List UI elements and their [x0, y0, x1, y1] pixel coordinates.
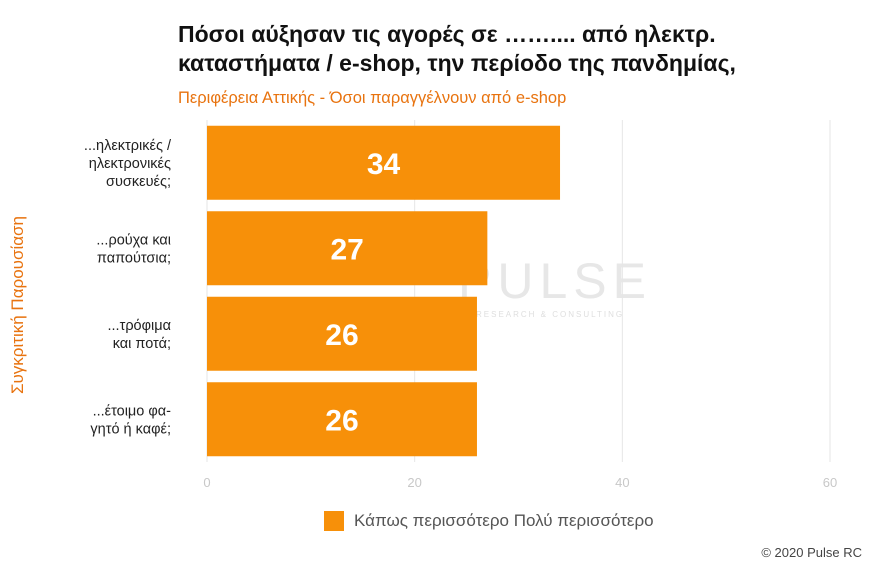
bar [207, 125, 561, 200]
chart-subtitle: Περιφέρεια Αττικής - Όσοι παραγγέλνουν α… [178, 89, 567, 107]
chart-title-line-2: καταστήματα / e-shop, την περίοδο της πα… [178, 50, 736, 76]
category-label-line: ηλεκτρονικές [89, 156, 171, 172]
bar-value-label: 26 [325, 319, 358, 352]
legend-label: Κάπως περισσότερο Πολύ περισσότερο [354, 511, 654, 530]
legend: Κάπως περισσότερο Πολύ περισσότερο [324, 511, 654, 531]
category-label-line: ...ρούχα και [96, 232, 171, 248]
bar-value-label: 27 [330, 233, 363, 266]
chart-title: Πόσοι αύξησαν τις αγορές σε …….... από η… [178, 20, 858, 78]
x-tick-label: 0 [203, 475, 210, 490]
x-tick-label: 60 [823, 475, 837, 490]
category-label-line: παπούτσια; [97, 250, 171, 266]
category-label: ...έτοιμο φα-γητό ή καφέ; [90, 403, 171, 437]
bar [207, 382, 477, 457]
legend-swatch [324, 511, 344, 531]
category-label-line: συσκευές; [106, 174, 171, 190]
copyright: © 2020 Pulse RC [761, 545, 862, 560]
category-label-line: ...έτοιμο φα- [93, 403, 172, 419]
category-label: ...τρόφιμα και ποτά; [108, 318, 172, 352]
bar [207, 211, 488, 286]
category-label: ...ηλεκτρικές / ηλεκτρονικές συσκευές; [84, 138, 172, 190]
bar [207, 296, 477, 371]
category-label: ...ρούχα και παπούτσια; [96, 232, 171, 266]
category-label-line: ...ηλεκτρικές / [84, 138, 172, 154]
bar-value-label: 34 [367, 148, 401, 181]
watermark-logo: PULSE [458, 253, 652, 309]
category-label-line: και ποτά; [113, 336, 171, 352]
bar-value-label: 26 [325, 404, 358, 437]
category-label-line: γητό ή καφέ; [90, 421, 171, 437]
x-tick-label: 20 [407, 475, 421, 490]
x-tick-label: 40 [615, 475, 629, 490]
chart-title-line-1: Πόσοι αύξησαν τις αγορές σε …….... από η… [178, 21, 716, 47]
watermark-subtext: RESEARCH & CONSULTING [476, 310, 625, 319]
category-label-line: ...τρόφιμα [108, 318, 172, 334]
